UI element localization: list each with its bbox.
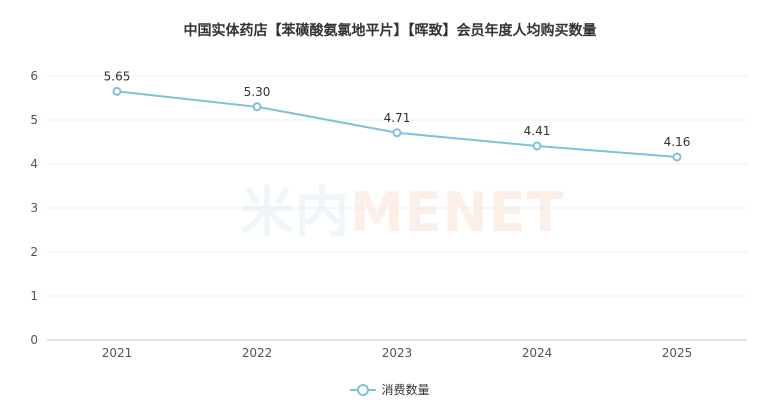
y-tick-label: 1 xyxy=(30,289,38,303)
legend-label: 消费数量 xyxy=(381,383,430,397)
y-tick-label: 4 xyxy=(30,157,38,171)
y-tick-label: 6 xyxy=(30,69,38,83)
axes: 0 1 2 3 4 5 6 2021 2022 2023 2024 2025 xyxy=(30,69,692,360)
x-tick-label: 2023 xyxy=(382,346,413,360)
chart-title: 中国实体药店【苯磺酸氨氯地平片】【晖致】会员年度人均购买数量 xyxy=(183,23,597,39)
y-tick-label: 5 xyxy=(30,113,38,127)
data-point[interactable] xyxy=(252,102,262,112)
legend[interactable]: 消费数量 xyxy=(0,381,780,398)
series-layer: 5.65 5.30 4.71 4.41 4.16 xyxy=(104,69,691,162)
x-tick-label: 2024 xyxy=(522,346,553,360)
data-point[interactable] xyxy=(112,86,122,96)
data-point[interactable] xyxy=(532,141,542,151)
y-tick-label: 3 xyxy=(30,201,38,215)
x-tick-label: 2025 xyxy=(662,346,693,360)
watermark-part2: MENET xyxy=(350,181,565,244)
data-label: 4.71 xyxy=(384,111,411,125)
data-label: 5.30 xyxy=(244,85,271,99)
data-point[interactable] xyxy=(672,152,682,162)
data-label: 4.16 xyxy=(664,135,691,149)
y-tick-label: 0 xyxy=(30,333,38,347)
data-label: 5.65 xyxy=(104,69,131,83)
grid-lines xyxy=(47,75,747,341)
data-point[interactable] xyxy=(392,128,402,138)
legend-line-icon xyxy=(350,383,377,396)
menet-watermark: 米内MENET xyxy=(240,168,565,247)
y-tick-label: 2 xyxy=(30,245,38,259)
x-tick-label: 2021 xyxy=(102,346,133,360)
x-tick-label: 2022 xyxy=(242,346,273,360)
data-label: 4.41 xyxy=(524,124,551,138)
watermark-part1: 米内 xyxy=(240,181,350,244)
